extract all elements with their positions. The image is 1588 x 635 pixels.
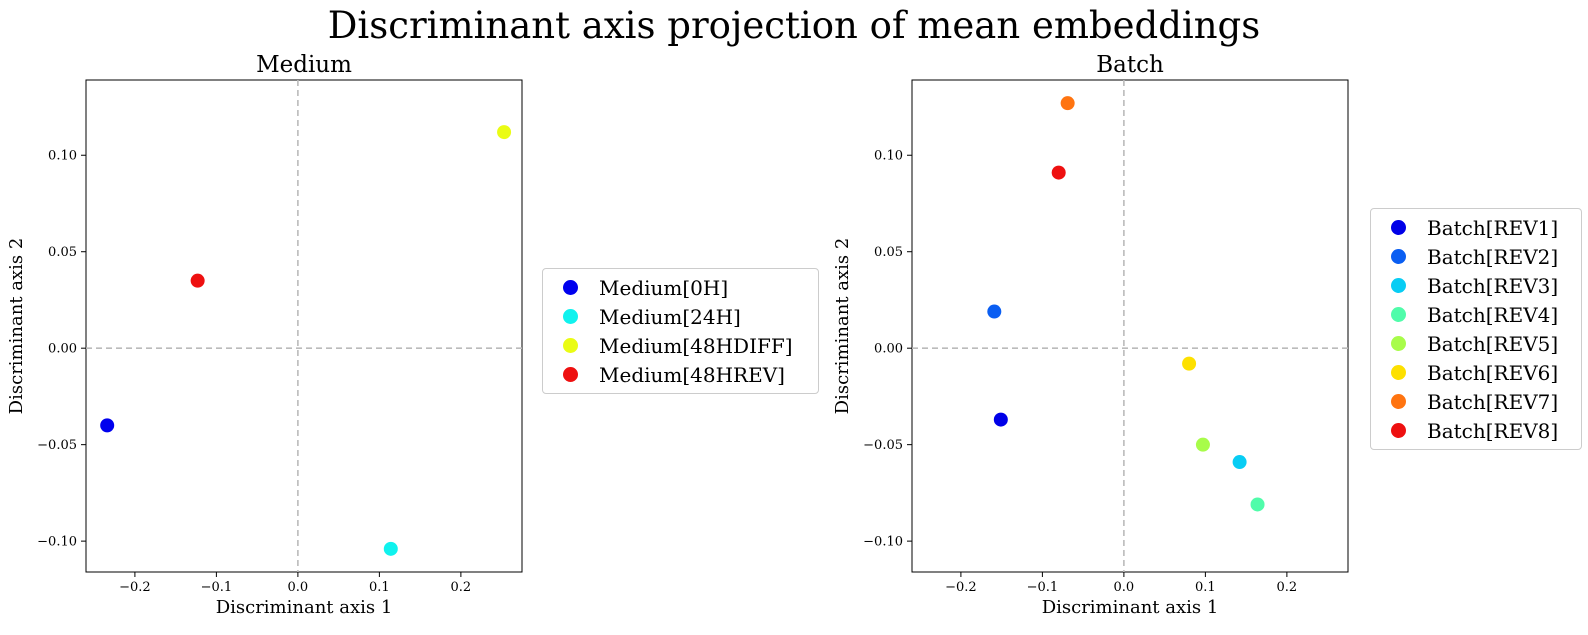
batch-x-tick-label: 0.2	[1277, 580, 1298, 595]
medium-y-tick-label: −0.10	[37, 535, 77, 550]
legend-marker	[1391, 365, 1406, 380]
batch-x-tick-label: −0.2	[945, 580, 977, 595]
medium-x-tick-label: 0.0	[288, 580, 309, 595]
legend-label: Medium[48HDIFF]	[599, 333, 793, 358]
legend-marker	[1391, 394, 1406, 409]
legend-item: Batch[REV6]	[1381, 358, 1573, 387]
medium-subplot-title: Medium	[256, 52, 352, 78]
medium-point-medium-48hdiff	[497, 125, 512, 140]
legend-marker	[1391, 249, 1406, 264]
legend-marker	[563, 309, 578, 324]
legend-label: Batch[REV1]	[1427, 215, 1559, 240]
medium-y-axis-label: Discriminant axis 2	[6, 238, 27, 415]
legend-item: Medium[48HREV]	[553, 360, 810, 389]
medium-x-tick-label: 0.2	[451, 580, 472, 595]
legend-item: Medium[0H]	[553, 273, 810, 302]
batch-y-tick-label: −0.05	[863, 438, 903, 453]
legend-label: Medium[24H]	[599, 304, 741, 329]
legend-label: Batch[REV8]	[1427, 418, 1559, 443]
medium-axes-frame	[85, 79, 523, 573]
batch-y-tick-label: −0.10	[863, 535, 903, 550]
legend-marker	[1391, 220, 1406, 235]
batch-point-batch-rev7	[1060, 96, 1075, 111]
batch-axes-frame	[911, 79, 1349, 573]
legend-item: Batch[REV8]	[1381, 416, 1573, 445]
medium-x-tick-label: 0.1	[369, 580, 390, 595]
medium-y-tick-label: 0.05	[48, 245, 77, 260]
legend-label: Batch[REV6]	[1427, 360, 1559, 385]
batch-x-tick-label: −0.1	[1027, 580, 1059, 595]
medium-y-tick-label: 0.00	[48, 342, 77, 357]
medium-point-medium-24h	[383, 541, 398, 556]
batch-point-batch-rev4	[1250, 497, 1265, 512]
medium-x-axis-label: Discriminant axis 1	[216, 597, 393, 618]
medium-point-medium-48hrev	[190, 273, 205, 288]
legend-label: Batch[REV4]	[1427, 302, 1559, 327]
batch-subplot-title: Batch	[1096, 52, 1164, 78]
legend-label: Batch[REV5]	[1427, 331, 1559, 356]
legend-marker	[563, 338, 578, 353]
batch-point-batch-rev8	[1051, 165, 1066, 180]
medium-legend: Medium[0H] Medium[24H] Medium[48HDIFF] Medi…	[542, 268, 819, 394]
medium-x-tick-label: −0.2	[119, 580, 151, 595]
batch-x-tick-label: 0.0	[1114, 580, 1135, 595]
batch-y-tick-label: 0.10	[874, 149, 903, 164]
batch-x-axis-label: Discriminant axis 1	[1042, 597, 1219, 618]
batch-y-tick-label: 0.00	[874, 342, 903, 357]
legend-label: Medium[0H]	[599, 275, 729, 300]
figure-title: Discriminant axis projection of mean emb…	[327, 4, 1261, 47]
legend-item: Batch[REV7]	[1381, 387, 1573, 416]
legend-marker	[1391, 336, 1406, 351]
legend-label: Batch[REV7]	[1427, 389, 1559, 414]
batch-legend: Batch[REV1] Batch[REV2] Batch[REV3] Batch[R…	[1370, 208, 1582, 450]
batch-point-batch-rev5	[1195, 437, 1210, 452]
batch-y-axis-label: Discriminant axis 2	[832, 238, 853, 415]
batch-point-batch-rev6	[1182, 356, 1197, 371]
legend-label: Medium[48HREV]	[599, 362, 785, 387]
batch-point-batch-rev1	[993, 412, 1008, 427]
legend-item: Batch[REV2]	[1381, 242, 1573, 271]
medium-point-medium-0h	[100, 418, 115, 433]
medium-y-tick-label: −0.05	[37, 438, 77, 453]
legend-item: Batch[REV5]	[1381, 329, 1573, 358]
legend-marker	[1391, 307, 1406, 322]
legend-marker	[563, 367, 578, 382]
legend-item: Medium[24H]	[553, 302, 810, 331]
legend-label: Batch[REV2]	[1427, 244, 1559, 269]
legend-item: Batch[REV1]	[1381, 213, 1573, 242]
medium-x-tick-label: −0.1	[201, 580, 233, 595]
legend-item: Batch[REV3]	[1381, 271, 1573, 300]
legend-marker	[1391, 423, 1406, 438]
batch-point-batch-rev2	[987, 304, 1002, 319]
medium-y-tick-label: 0.10	[48, 149, 77, 164]
batch-point-batch-rev3	[1232, 455, 1247, 470]
legend-marker	[563, 280, 578, 295]
legend-label: Batch[REV3]	[1427, 273, 1559, 298]
legend-item: Medium[48HDIFF]	[553, 331, 810, 360]
batch-x-tick-label: 0.1	[1195, 580, 1216, 595]
batch-y-tick-label: 0.05	[874, 245, 903, 260]
legend-item: Batch[REV4]	[1381, 300, 1573, 329]
legend-marker	[1391, 278, 1406, 293]
